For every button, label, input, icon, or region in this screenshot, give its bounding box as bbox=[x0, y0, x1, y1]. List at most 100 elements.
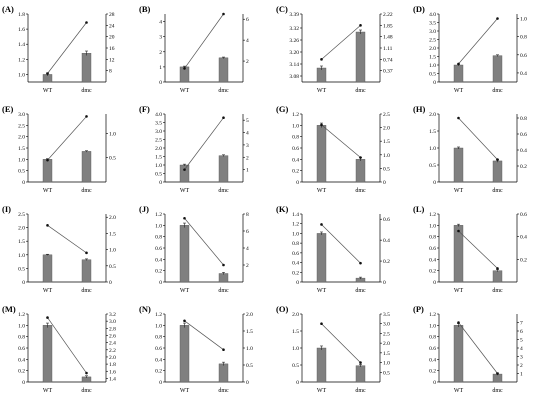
right-tick-label: 8 bbox=[246, 212, 249, 218]
line-point-wt bbox=[457, 229, 460, 233]
left-tick-label: 0.6 bbox=[292, 251, 299, 257]
line-series bbox=[47, 225, 87, 254]
left-tick-label: 0.4 bbox=[292, 261, 299, 267]
line-point-dmc bbox=[222, 348, 225, 352]
right-tick-label: 3.0 bbox=[109, 319, 116, 325]
panel: (L) 0 0.2 0.4 0.6 0.8 1.0 1.2 0.2 0.4 0.6 WT dmc bbox=[413, 204, 527, 294]
panel: (M) 0 0.2 0.4 0.6 0.8 1.0 1.2 1.41.61.82.02.22.4… bbox=[2, 304, 116, 394]
left-tick-label: 1.0 bbox=[429, 323, 436, 329]
left-tick-label: 1.5 bbox=[155, 155, 162, 161]
panel: (O) 0 0.5 1.0 1.5 2.0 0.5 1.0 1.5 2.0 2.5 3.0 3.5 WT d… bbox=[276, 304, 390, 394]
left-tick-label: 3.0 bbox=[18, 112, 25, 118]
left-tick-label: 2.0 bbox=[18, 226, 25, 232]
category-label-wt: WT bbox=[43, 188, 53, 194]
left-tick-label: 0.2 bbox=[292, 169, 299, 175]
right-tick-label: 3.2 bbox=[109, 312, 116, 318]
line-point-wt bbox=[46, 316, 49, 319]
left-tick-label: 0.8 bbox=[429, 335, 436, 341]
line-point-dmc bbox=[222, 263, 225, 267]
right-tick-label: 3 bbox=[520, 355, 523, 361]
bar-dmc bbox=[492, 55, 503, 83]
right-tick-label: 2.0 bbox=[246, 312, 253, 318]
line-point-dmc bbox=[359, 361, 362, 364]
right-tick-label: 2.6 bbox=[109, 333, 116, 339]
line-series bbox=[321, 124, 361, 158]
line-point-wt bbox=[183, 319, 186, 323]
category-label-wt: WT bbox=[317, 388, 327, 394]
left-tick-label: 1.0 bbox=[429, 63, 436, 69]
bar-dmc bbox=[355, 159, 366, 183]
left-tick-label: 0.5 bbox=[429, 72, 436, 78]
left-tick-label: 0 bbox=[159, 280, 162, 286]
left-tick-label: 3.39 bbox=[289, 12, 299, 18]
bar-wt bbox=[179, 225, 190, 283]
right-tick-label: 2 bbox=[246, 155, 249, 161]
left-tick-label: 2 bbox=[159, 50, 162, 56]
left-tick-label: 1.2 bbox=[429, 212, 436, 218]
category-label-dmc: dmc bbox=[492, 88, 503, 94]
bar-dmc bbox=[81, 53, 92, 83]
bar-dmc bbox=[355, 365, 366, 383]
category-label-dmc: dmc bbox=[492, 188, 503, 194]
line-series bbox=[458, 322, 498, 374]
right-tick-label: 2 bbox=[246, 59, 249, 65]
bar-dmc bbox=[81, 259, 92, 283]
right-tick-label: 2.0 bbox=[109, 355, 116, 361]
category-label-dmc: dmc bbox=[218, 88, 229, 94]
category-label-dmc: dmc bbox=[81, 388, 92, 394]
category-label-wt: WT bbox=[454, 188, 464, 194]
right-tick-label: 0.4 bbox=[383, 238, 390, 244]
line-point-wt bbox=[320, 123, 323, 127]
left-tick-label: 1 bbox=[159, 65, 162, 71]
category-label-wt: WT bbox=[454, 388, 464, 394]
right-tick-label: 0.8 bbox=[520, 35, 527, 41]
right-tick-label: 12 bbox=[109, 57, 115, 63]
line-series bbox=[458, 117, 498, 160]
left-tick-label: 0.5 bbox=[18, 266, 25, 272]
left-tick-label: 0.2 bbox=[429, 369, 436, 375]
left-tick-label: 1.5 bbox=[18, 146, 25, 152]
right-tick-label: 0.37 bbox=[383, 69, 393, 75]
right-tick-label: 4 bbox=[246, 131, 249, 137]
line-point-dmc bbox=[222, 12, 225, 16]
bar-wt bbox=[453, 325, 464, 383]
panel-label-a: (A) bbox=[2, 4, 14, 14]
left-tick-label: 0.4 bbox=[429, 357, 436, 363]
left-tick-label: 0 bbox=[433, 380, 436, 386]
right-tick-label: 16 bbox=[109, 46, 115, 52]
right-tick-label: 0.5 bbox=[383, 166, 390, 172]
right-tick-label: 0.6 bbox=[383, 217, 390, 223]
left-tick-label: 0.2 bbox=[155, 269, 162, 275]
panel-label-b: (B) bbox=[139, 4, 151, 14]
bar-wt bbox=[453, 147, 464, 183]
left-tick-label: 0.8 bbox=[429, 235, 436, 241]
left-tick-label: 0.6 bbox=[429, 346, 436, 352]
right-tick-label: 3.5 bbox=[383, 312, 390, 318]
left-tick-label: 1.2 bbox=[18, 57, 25, 63]
left-tick-label: 1.6 bbox=[18, 27, 25, 33]
right-tick-label: 1.0 bbox=[246, 346, 253, 352]
left-tick-label: 1.0 bbox=[18, 72, 25, 78]
line-point-wt bbox=[320, 58, 323, 61]
right-tick-label: 0.2 bbox=[383, 259, 390, 265]
left-tick-label: 2.0 bbox=[155, 146, 162, 152]
line-series bbox=[47, 22, 87, 74]
left-tick-label: 2.0 bbox=[18, 135, 25, 141]
right-tick-label: 4 bbox=[520, 346, 523, 352]
panel: (F) 0 0.5 1.0 1.5 2.0 2.5 3.0 3.5 4.0 1 2 3 4 5 WT dmc bbox=[139, 104, 249, 194]
category-label-dmc: dmc bbox=[355, 388, 366, 394]
bar-dmc bbox=[81, 151, 92, 183]
right-tick-label: 1.8 bbox=[109, 362, 116, 368]
category-label-wt: WT bbox=[180, 388, 190, 394]
line-point-dmc bbox=[496, 17, 499, 20]
bar-wt bbox=[179, 325, 190, 383]
panel: (C) 3.08 3.14 3.20 3.26 3.32 3.39 0.37 0.74 1.11 1… bbox=[276, 4, 393, 94]
left-tick-label: 1.0 bbox=[18, 253, 25, 259]
left-tick-label: 0.5 bbox=[155, 172, 162, 178]
right-tick-label: 0.6 bbox=[520, 132, 527, 138]
right-tick-label: 5 bbox=[246, 118, 249, 124]
left-tick-label: 0.8 bbox=[155, 335, 162, 341]
right-tick-label: 0 bbox=[109, 280, 112, 286]
left-tick-label: 2.5 bbox=[155, 138, 162, 144]
